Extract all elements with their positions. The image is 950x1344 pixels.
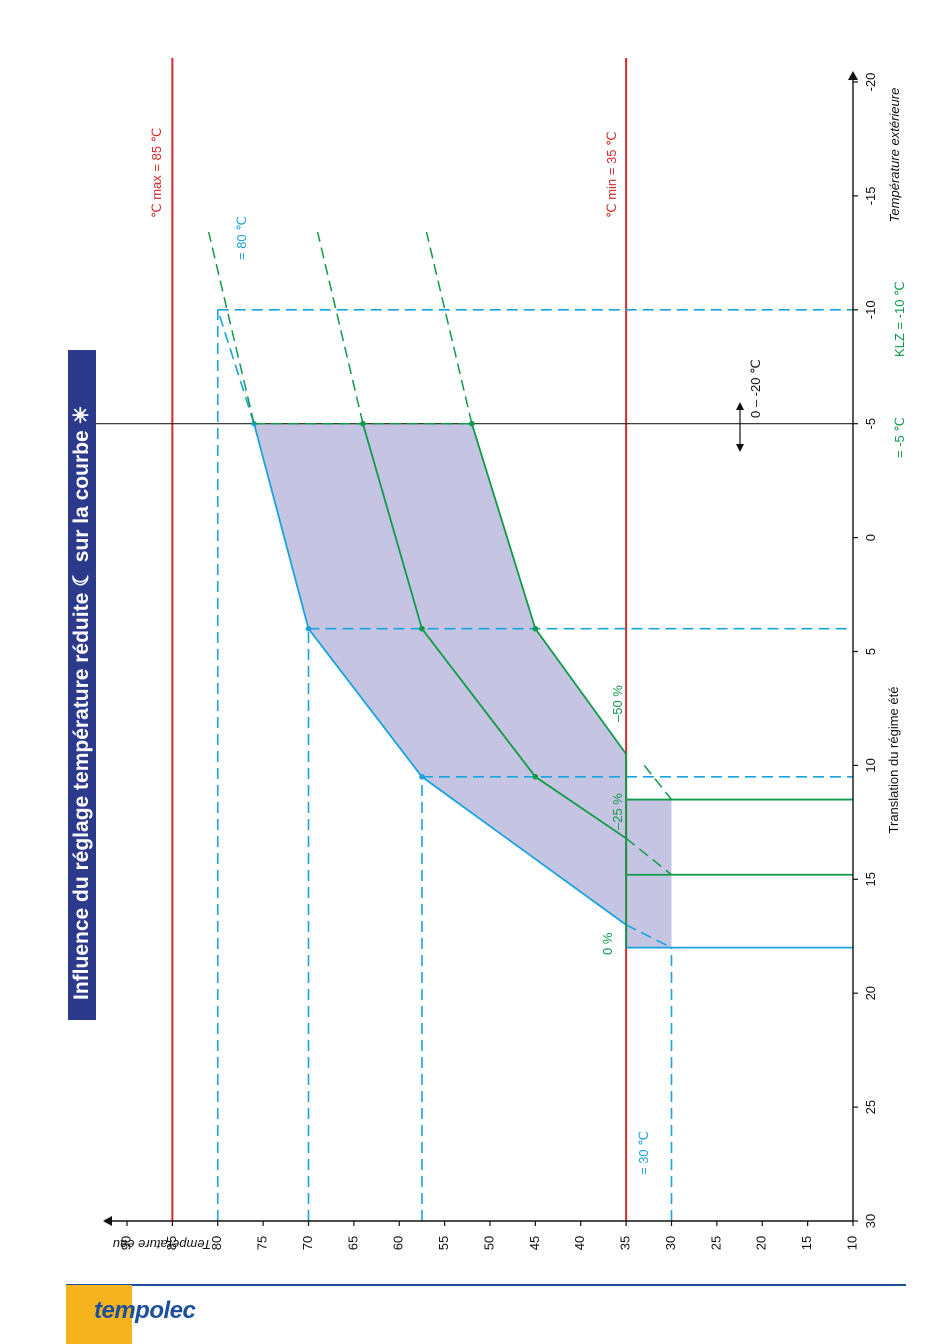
data-point [419, 625, 425, 632]
brand-logo-box [66, 1285, 132, 1344]
annotation-0-percent: 0 % [600, 932, 615, 955]
y-tick-label: 85 [164, 1236, 179, 1250]
y-tick-label: 50 [481, 1236, 496, 1250]
x-tick-label: 30 [863, 1214, 878, 1228]
annotation-klz: KLZ = -10 ℃ [892, 281, 907, 357]
y-tick-label: 55 [436, 1236, 451, 1250]
y-tick-label: 30 [663, 1236, 678, 1250]
y-axis-label: Température eau [113, 1237, 212, 1252]
annotation-25-percent: –25 % [610, 793, 625, 830]
guide-diagonal [216, 309, 255, 424]
extension-line [316, 231, 364, 424]
title-banner [68, 350, 96, 1020]
extension-line [625, 837, 672, 876]
x-tick-label: -5 [863, 418, 878, 430]
x-axis-arrow [848, 71, 858, 80]
annotation-bottom-setpoint: = 30 ℃ [636, 1131, 651, 1175]
x-tick-label: 25 [863, 1100, 878, 1114]
x-tick-label: -20 [863, 73, 878, 92]
operating-area [254, 423, 672, 948]
footer-rule [66, 1284, 906, 1286]
y-axis-arrow [103, 1216, 112, 1226]
y-tick-label: 75 [255, 1236, 270, 1250]
x-tick-label: 10 [863, 758, 878, 772]
y-tick-label: 90 [118, 1236, 133, 1250]
x-tick-label: -10 [863, 300, 878, 319]
annotation-ext-setting: = -5 ℃ [892, 417, 907, 458]
annotation-top-setpoint: = 80 ℃ [234, 216, 249, 260]
y-tick-label: 15 [799, 1236, 814, 1250]
y-tick-label: 20 [754, 1236, 769, 1250]
data-point [532, 625, 539, 632]
x2-axis-label: Température extérieure [887, 88, 902, 223]
extension-line [425, 231, 473, 424]
extension-line [643, 764, 673, 801]
x-tick-label: 0 [863, 534, 878, 541]
data-point [469, 420, 475, 427]
data-point [305, 625, 312, 632]
data-point [419, 773, 425, 780]
guide-diagonal [625, 924, 672, 949]
x-tick-label: 15 [863, 872, 878, 886]
y-tick-label: 10 [844, 1236, 859, 1250]
y-tick-label: 70 [300, 1236, 315, 1250]
x-axis-label: Translation du régime été [886, 687, 901, 834]
x-tick-label: 5 [863, 648, 878, 655]
x-tick-label: -15 [863, 187, 878, 206]
y-tick-label: 45 [527, 1236, 542, 1250]
x-tick-label: 20 [863, 986, 878, 1000]
y-tick-label: 35 [618, 1236, 633, 1250]
y-tick-label: 40 [572, 1236, 587, 1250]
annotation-50-percent: –50 % [610, 685, 625, 722]
y-tick-label: 60 [391, 1236, 406, 1250]
chart-title: Influence du réglage température réduite… [70, 406, 93, 1000]
annotation-max: ℃ max = 85 ℃ [149, 128, 164, 218]
brand-logo: tempolec [94, 1297, 196, 1324]
y-tick-label: 80 [209, 1236, 224, 1250]
y-tick-label: 65 [345, 1236, 360, 1250]
y-tick-label: 25 [708, 1236, 723, 1250]
ext-arrow-head [736, 444, 744, 452]
data-point [532, 773, 539, 780]
annotation-ext-range: 0 – -20 ℃ [748, 359, 763, 418]
ext-arrow-head [736, 402, 744, 410]
annotation-min: ℃ min = 35 ℃ [604, 131, 619, 218]
